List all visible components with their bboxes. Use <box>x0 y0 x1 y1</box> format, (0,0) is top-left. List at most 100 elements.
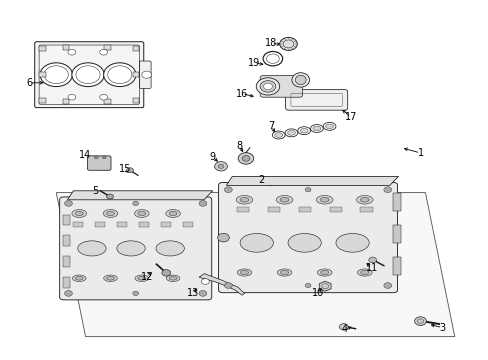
Ellipse shape <box>169 276 177 280</box>
Ellipse shape <box>72 210 86 217</box>
Text: 6: 6 <box>26 78 32 88</box>
Ellipse shape <box>237 269 251 276</box>
Circle shape <box>94 156 98 159</box>
Ellipse shape <box>106 276 114 280</box>
Circle shape <box>40 63 72 86</box>
Circle shape <box>199 201 206 206</box>
Circle shape <box>305 283 310 288</box>
Polygon shape <box>56 193 454 337</box>
Bar <box>329 207 341 212</box>
Circle shape <box>68 49 76 55</box>
Ellipse shape <box>356 195 372 204</box>
Ellipse shape <box>320 270 328 275</box>
Text: 5: 5 <box>92 186 98 196</box>
Text: 10: 10 <box>311 288 324 298</box>
Text: 3: 3 <box>439 323 445 333</box>
Ellipse shape <box>280 270 288 275</box>
Ellipse shape <box>277 269 291 276</box>
Bar <box>62 235 70 246</box>
Bar <box>117 222 127 227</box>
Text: 18: 18 <box>264 38 277 48</box>
Polygon shape <box>67 191 212 200</box>
Text: 14: 14 <box>79 150 92 160</box>
Circle shape <box>102 156 106 159</box>
Polygon shape <box>199 274 244 295</box>
Ellipse shape <box>325 124 333 129</box>
FancyBboxPatch shape <box>218 183 397 293</box>
Ellipse shape <box>103 210 118 217</box>
Circle shape <box>214 162 227 171</box>
Ellipse shape <box>274 132 282 137</box>
Ellipse shape <box>135 275 148 282</box>
Ellipse shape <box>320 197 328 202</box>
Bar <box>62 277 70 288</box>
Circle shape <box>224 187 232 193</box>
Text: 9: 9 <box>209 152 215 162</box>
Circle shape <box>142 71 151 78</box>
Bar <box>104 45 111 50</box>
Ellipse shape <box>360 270 368 275</box>
Ellipse shape <box>357 269 371 276</box>
Circle shape <box>199 291 206 296</box>
Circle shape <box>383 187 391 193</box>
Ellipse shape <box>240 233 273 252</box>
Ellipse shape <box>103 275 117 282</box>
Text: 16: 16 <box>235 89 248 99</box>
Circle shape <box>106 194 113 199</box>
Ellipse shape <box>291 73 309 87</box>
Ellipse shape <box>263 83 272 90</box>
Ellipse shape <box>75 211 83 216</box>
Circle shape <box>217 233 229 242</box>
Bar <box>392 193 401 211</box>
Ellipse shape <box>75 276 83 280</box>
Bar <box>62 256 70 267</box>
Text: 2: 2 <box>258 175 264 185</box>
Bar <box>392 225 401 243</box>
Circle shape <box>72 63 104 86</box>
Text: 4: 4 <box>341 324 347 334</box>
Bar <box>132 98 139 103</box>
Ellipse shape <box>317 269 331 276</box>
Circle shape <box>103 63 136 86</box>
Text: 12: 12 <box>140 272 153 282</box>
Bar <box>161 222 171 227</box>
Text: 7: 7 <box>268 121 274 131</box>
Bar <box>39 46 46 51</box>
Bar <box>267 207 280 212</box>
Ellipse shape <box>236 195 252 204</box>
Circle shape <box>414 317 426 325</box>
Ellipse shape <box>240 270 248 275</box>
Text: 19: 19 <box>247 58 260 68</box>
Circle shape <box>126 168 133 173</box>
Circle shape <box>279 37 297 50</box>
Ellipse shape <box>166 275 180 282</box>
Circle shape <box>266 54 279 63</box>
Ellipse shape <box>276 195 292 204</box>
Ellipse shape <box>156 241 184 256</box>
Bar <box>62 99 69 104</box>
Bar <box>360 207 372 212</box>
Ellipse shape <box>117 241 145 256</box>
Ellipse shape <box>240 197 248 202</box>
Circle shape <box>368 257 376 263</box>
FancyBboxPatch shape <box>35 42 143 108</box>
Bar <box>139 222 149 227</box>
Ellipse shape <box>260 81 275 92</box>
Text: 15: 15 <box>118 164 131 174</box>
Ellipse shape <box>165 210 180 217</box>
FancyBboxPatch shape <box>285 90 347 110</box>
Bar <box>132 72 139 77</box>
Ellipse shape <box>106 211 114 216</box>
Circle shape <box>64 201 72 206</box>
Text: 11: 11 <box>365 263 377 273</box>
Circle shape <box>100 94 107 100</box>
Ellipse shape <box>360 197 368 202</box>
FancyBboxPatch shape <box>87 156 111 170</box>
Circle shape <box>201 279 209 284</box>
Circle shape <box>132 291 138 296</box>
FancyBboxPatch shape <box>139 61 151 88</box>
Bar <box>62 45 69 50</box>
Ellipse shape <box>169 211 177 216</box>
Bar <box>392 257 401 275</box>
Circle shape <box>339 324 347 330</box>
